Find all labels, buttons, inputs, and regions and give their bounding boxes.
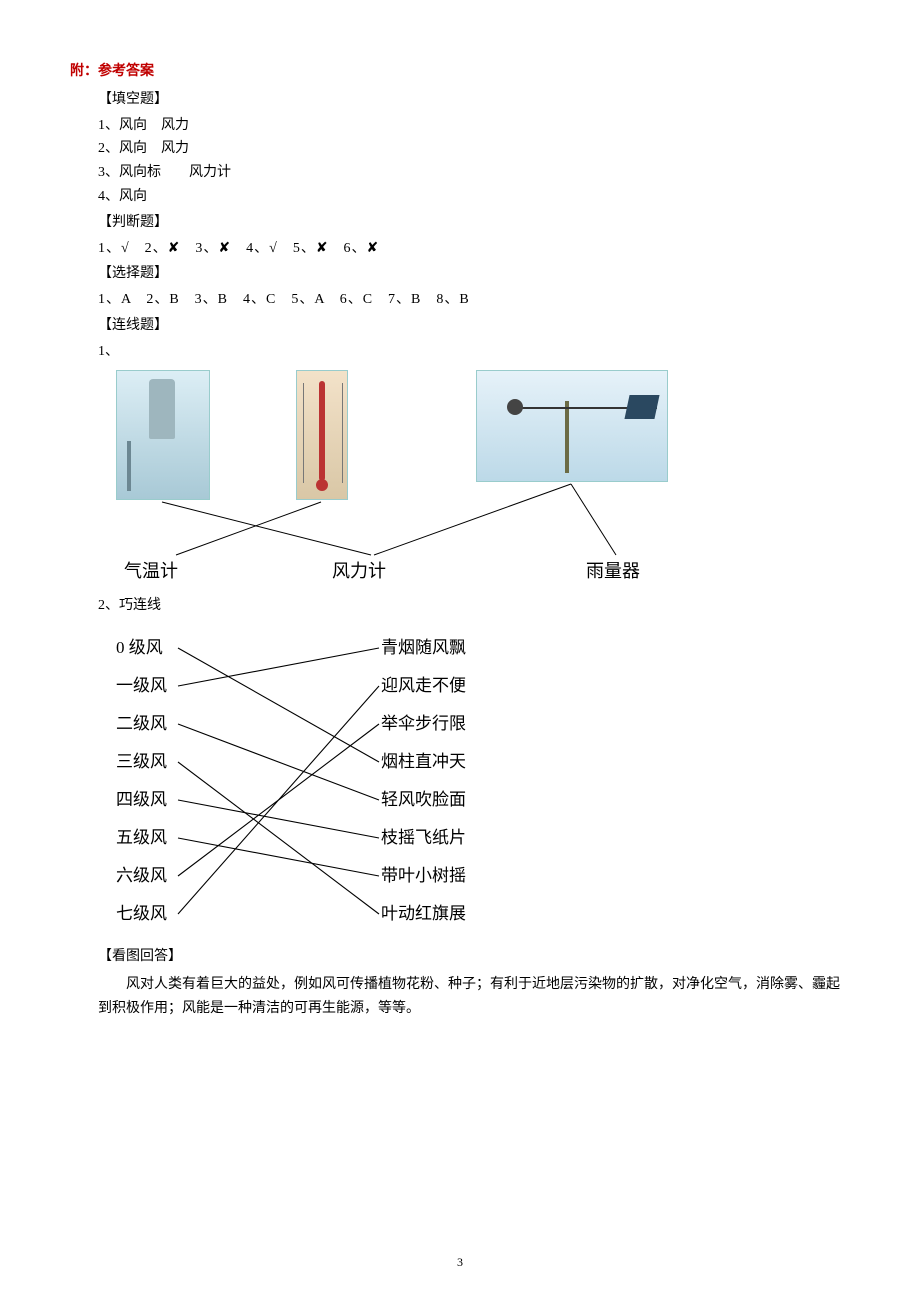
- diagram2-left-cell: 一级风: [116, 667, 186, 705]
- page-number: 3: [0, 1252, 920, 1272]
- fill-item: 2、风向 风力: [98, 137, 850, 161]
- match-item1-label: 1、: [98, 340, 850, 364]
- diagram1-label-1: 气温计: [124, 556, 178, 587]
- diagram2-left-cell: 0 级风: [116, 629, 186, 667]
- match-item2-label: 2、巧连线: [98, 594, 850, 618]
- diagram2: 0 级风一级风二级风三级风四级风五级风六级风七级风 青烟随风飘迎风走不便举伞步行…: [116, 629, 516, 939]
- fill-item: 1、风向 风力: [98, 114, 850, 138]
- judge-head: 【判断题】: [98, 211, 850, 235]
- diagram2-right-cell: 带叶小树摇: [381, 857, 511, 895]
- fill-item: 3、风向标 风力计: [98, 161, 850, 185]
- diagram2-left-cell: 三级风: [116, 743, 186, 781]
- diagram2-container: 0 级风一级风二级风三级风四级风五级风六级风七级风 青烟随风飘迎风走不便举伞步行…: [116, 629, 850, 939]
- diagram2-right-cell: 枝摇飞纸片: [381, 819, 511, 857]
- diagram2-left-cell: 七级风: [116, 895, 186, 933]
- diagram1-label-2: 风力计: [332, 556, 386, 587]
- essay-text: 风对人类有着巨大的益处，例如风可传播植物花粉、种子；有利于近地层污染物的扩散，对…: [98, 973, 850, 1021]
- diagram2-left-cell: 六级风: [116, 857, 186, 895]
- fill-item: 4、风向: [98, 185, 850, 209]
- diagram2-right-cell: 青烟随风飘: [381, 629, 511, 667]
- diagram2-right-cell: 轻风吹脸面: [381, 781, 511, 819]
- diagram2-left-col: 0 级风一级风二级风三级风四级风五级风六级风七级风: [116, 629, 186, 933]
- choice-row: 1、A 2、B 3、B 4、C 5、A 6、C 7、B 8、B: [98, 288, 850, 312]
- diagram2-left-cell: 四级风: [116, 781, 186, 819]
- page-title: 附：参考答案: [70, 60, 850, 84]
- diagram2-right-cell: 举伞步行限: [381, 705, 511, 743]
- match-head: 【连线题】: [98, 314, 850, 338]
- diagram2-left-cell: 五级风: [116, 819, 186, 857]
- diagram2-left-cell: 二级风: [116, 705, 186, 743]
- diagram1: 气温计 风力计 雨量器: [116, 370, 676, 590]
- diagram2-right-col: 青烟随风飘迎风走不便举伞步行限烟柱直冲天轻风吹脸面枝摇飞纸片带叶小树摇叶动红旗展: [381, 629, 511, 933]
- diagram2-right-cell: 叶动红旗展: [381, 895, 511, 933]
- diagram2-right-cell: 迎风走不便: [381, 667, 511, 705]
- choice-head: 【选择题】: [98, 262, 850, 286]
- diagram2-right-cell: 烟柱直冲天: [381, 743, 511, 781]
- fill-head: 【填空题】: [98, 88, 850, 112]
- diagram1-container: 气温计 风力计 雨量器: [116, 370, 850, 590]
- essay-head: 【看图回答】: [98, 945, 850, 969]
- judge-row: 1、√ 2、✘ 3、✘ 4、√ 5、✘ 6、✘: [98, 237, 850, 261]
- diagram1-label-3: 雨量器: [586, 556, 640, 587]
